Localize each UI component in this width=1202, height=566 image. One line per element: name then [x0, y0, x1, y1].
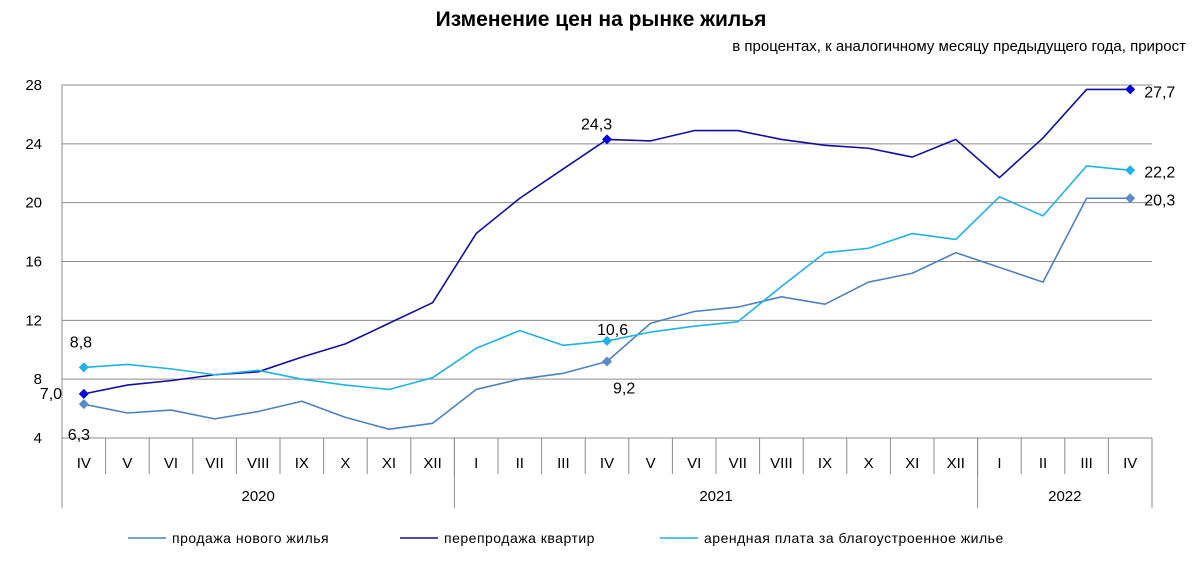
- legend-item: перепродажа квартир: [400, 530, 595, 546]
- legend: продажа нового жилья перепродажа квартир а…: [128, 530, 1004, 546]
- x-axis: IV V VI VII VIII IX X XI XII I II III IV V VI VII VIII IX…: [61, 438, 1153, 508]
- x-tick-label: III: [557, 455, 570, 472]
- data-label: 24,3: [581, 116, 612, 133]
- data-marker: [1125, 165, 1136, 176]
- data-label: 9,2: [613, 381, 635, 398]
- x-tick-label: IV: [1123, 455, 1137, 472]
- data-label: 22,2: [1144, 164, 1175, 181]
- data-label: 20,3: [1144, 192, 1175, 209]
- y-tick-label: 24: [25, 136, 42, 153]
- legend-item: продажа нового жилья: [128, 530, 329, 546]
- chart-title: Изменение цен на рынке жилья: [435, 8, 767, 31]
- x-tick-label: I: [474, 455, 478, 472]
- series-markers: [78, 84, 1136, 410]
- data-label: 8,8: [70, 334, 92, 351]
- year-group-label: 2021: [699, 488, 732, 505]
- data-marker: [1125, 84, 1136, 95]
- y-tick-label: 28: [25, 77, 42, 94]
- data-marker: [602, 356, 612, 367]
- series-line-1: [83, 197, 1131, 430]
- year-group-label: 2020: [242, 488, 275, 505]
- legend-item: арендная плата за благоустроенное жилье: [660, 530, 1004, 546]
- x-tick-label: XII: [423, 455, 441, 472]
- data-marker: [78, 388, 89, 399]
- y-axis: 4 8 12 16 20 24 28: [25, 77, 63, 508]
- data-label: 7,0: [40, 386, 62, 403]
- data-marker: [78, 362, 89, 373]
- x-tick-label: VIII: [770, 455, 793, 472]
- series-line-3: [83, 165, 1131, 391]
- chart-subtitle: в процентах, к аналогичному месяцу преды…: [732, 38, 1186, 55]
- x-tick-label: VI: [164, 455, 178, 472]
- data-marker: [78, 399, 89, 410]
- data-marker: [602, 134, 612, 145]
- x-tick-label: IX: [818, 455, 832, 472]
- x-tick-label: V: [646, 455, 656, 472]
- x-tick-label: IX: [295, 455, 309, 472]
- y-tick-label: 20: [25, 195, 42, 212]
- x-tick-label: VII: [729, 455, 747, 472]
- x-tick-label: II: [516, 455, 524, 472]
- x-tick-label: V: [122, 455, 132, 472]
- x-tick-label: I: [997, 455, 1001, 472]
- y-tick-label: 8: [34, 371, 42, 388]
- legend-label: продажа нового жилья: [172, 530, 329, 546]
- x-tick-label: XII: [947, 455, 965, 472]
- y-tick-label: 16: [25, 254, 42, 271]
- data-label: 10,6: [597, 322, 628, 339]
- x-tick-label: X: [864, 455, 874, 472]
- x-tick-label: VI: [687, 455, 701, 472]
- year-group-label: 2022: [1048, 488, 1081, 505]
- x-tick-label: VII: [205, 455, 223, 472]
- legend-label: перепродажа квартир: [444, 530, 595, 546]
- data-marker: [1125, 193, 1136, 204]
- x-tick-label: IV: [77, 455, 91, 472]
- x-tick-label: VIII: [247, 455, 270, 472]
- x-tick-label: XI: [905, 455, 919, 472]
- data-labels: 6,3 9,2 20,3 7,0 24,3 27,7 8,8 10,6 22,2: [40, 84, 1176, 444]
- x-tick-label: II: [1039, 455, 1047, 472]
- x-tick-label: X: [340, 455, 350, 472]
- data-label: 27,7: [1144, 84, 1175, 101]
- data-label: 6,3: [68, 427, 90, 444]
- y-tick-label: 4: [34, 430, 42, 447]
- x-tick-label: III: [1080, 455, 1093, 472]
- data-marker: [602, 335, 612, 346]
- x-tick-label: IV: [600, 455, 614, 472]
- legend-label: арендная плата за благоустроенное жилье: [704, 530, 1004, 546]
- x-tick-label: XI: [382, 455, 396, 472]
- y-tick-label: 12: [25, 312, 42, 329]
